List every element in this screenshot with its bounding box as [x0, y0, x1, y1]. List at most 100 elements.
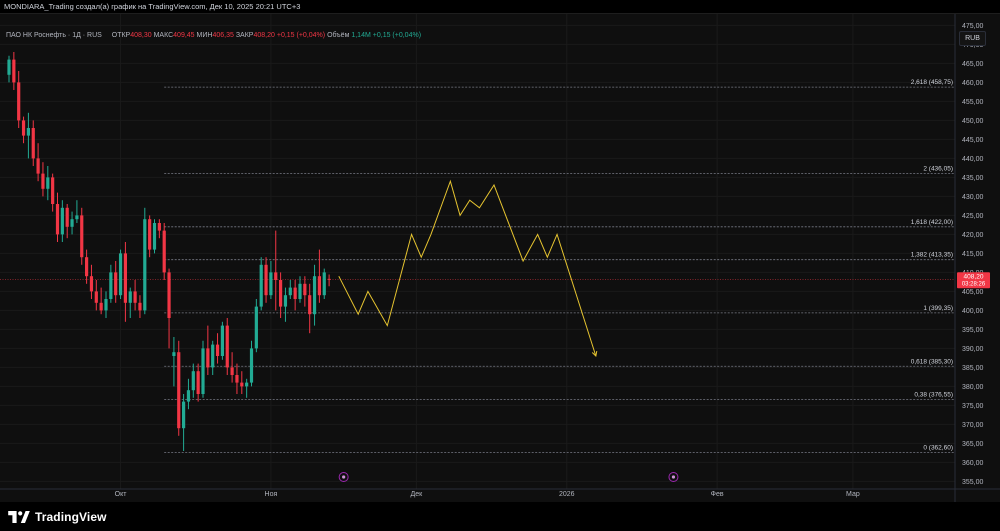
symbol-legend: ПАО НК Роснефть · 1Д · RUS ОТКР408,30 МА…: [6, 32, 421, 39]
currency-button[interactable]: RUB: [959, 31, 986, 46]
candle-body-up: [191, 371, 195, 391]
legend-open-label: ОТКР: [111, 32, 131, 39]
chart-area[interactable]: 355,00 360,00 365,00 370,00 375,00 380,00 385,…: [0, 13, 1000, 503]
candle-body-down: [51, 177, 55, 204]
candle-body-up: [109, 272, 113, 299]
candle-body-down: [177, 352, 181, 429]
y-tick-label: 365,00: [962, 441, 984, 448]
candle-body-down: [196, 371, 200, 394]
candle-body-down: [94, 291, 98, 303]
candle-body-down: [167, 272, 171, 318]
current-price-value: 408,20: [964, 274, 984, 281]
x-tick-label: 2026: [559, 491, 575, 498]
fib-level-label: 2 (436,05): [923, 165, 953, 172]
projection-arrowhead: [591, 350, 598, 357]
x-tick-label: Ноя: [265, 491, 278, 498]
tradingview-logo[interactable]: TradingView: [8, 509, 107, 525]
candle-body-down: [65, 207, 69, 227]
tradingview-logo-text: TradingView: [35, 510, 107, 524]
x-tick-label: Фев: [711, 491, 724, 498]
fib-level-label: 2,618 (458,75): [911, 79, 953, 86]
x-tick-label: Мар: [846, 491, 860, 498]
candle-body-up: [104, 299, 108, 311]
y-tick-label: 440,00: [962, 156, 984, 163]
y-tick-label: 415,00: [962, 251, 984, 258]
y-tick-label: 400,00: [962, 308, 984, 315]
fib-level-label: 0,618 (385,30): [911, 358, 953, 365]
y-tick-label: 465,00: [962, 61, 984, 68]
candle-body-up: [249, 348, 254, 383]
candle-body-down: [148, 219, 152, 250]
candle-body-up: [322, 272, 326, 296]
dividend-icon-dot: [342, 475, 346, 479]
y-tick-label: 375,00: [962, 403, 984, 410]
candle-body-up: [298, 283, 302, 299]
legend-close-label: ЗАКР: [235, 32, 254, 39]
y-tick-label: 390,00: [962, 346, 984, 353]
candle-body-down: [41, 173, 45, 189]
countdown-timer: 03:28:26: [962, 282, 986, 288]
candle-body-up: [75, 215, 79, 220]
legend-open-value: 408,30: [130, 32, 152, 39]
legend-high-label: МАКС: [153, 32, 174, 39]
candle-body-down: [85, 257, 89, 277]
y-tick-label: 425,00: [962, 213, 984, 220]
fib-level-label: 1,618 (422,00): [911, 219, 953, 226]
candle-body-down: [133, 291, 137, 303]
y-tick-label: 380,00: [962, 384, 984, 391]
candle-body-down: [99, 302, 103, 311]
candle-body-down: [230, 367, 234, 375]
candle-body-down: [264, 264, 268, 296]
legend-low-value: 406,35: [212, 32, 234, 39]
y-tick-label: 385,00: [962, 365, 984, 372]
earnings-icon-dot: [671, 475, 676, 479]
candle-body-up: [172, 352, 176, 356]
y-tick-label: 460,00: [962, 80, 984, 87]
candle-body-up: [7, 59, 11, 75]
candle-body-up: [70, 219, 74, 227]
candle-body-down: [89, 276, 94, 292]
x-tick-label: Дек: [411, 491, 424, 498]
candle-body-down: [279, 280, 283, 307]
candle-body-up: [283, 295, 288, 307]
candle-body-up: [128, 291, 132, 303]
candle-body-down: [206, 348, 210, 368]
candle-body-down: [21, 120, 26, 136]
candle-body-down: [317, 276, 321, 296]
candle-body-down: [123, 253, 127, 303]
candle-body-down: [17, 82, 21, 121]
legend-low-label: МИН: [196, 32, 213, 39]
candle-body-down: [293, 287, 297, 299]
legend-close-value: 408,20: [253, 32, 275, 39]
price-chart[interactable]: 355,00 360,00 365,00 370,00 375,00 380,00 385,…: [0, 14, 1000, 503]
candle-body-down: [138, 302, 142, 311]
projection-path: [338, 179, 597, 357]
candle-body-up: [143, 219, 147, 311]
legend-symbol: ПАО НК Роснефть · 1Д · RUS: [6, 32, 102, 39]
fib-level-label: 0,38 (376,55): [914, 392, 953, 399]
dividend-icon: [338, 472, 349, 482]
y-tick-label: 445,00: [962, 137, 984, 144]
candle-body-up: [211, 344, 215, 368]
candle-body-up: [182, 401, 186, 429]
candle-body-down: [36, 158, 40, 174]
candle-body-up: [118, 253, 123, 296]
y-tick-label: 455,00: [962, 99, 984, 106]
candle-body-down: [215, 344, 220, 356]
candle-body-down: [303, 283, 307, 296]
candle-body-up: [60, 207, 64, 235]
candle-body-up: [201, 348, 205, 394]
footer-bar: TradingView: [0, 502, 1000, 531]
legend-change: +0,15 (+0,04%): [276, 32, 326, 39]
candle-body-down: [162, 230, 166, 273]
chart-header: MONDIARA_Trading создал(а) график на Tra…: [0, 0, 1000, 13]
candle-body-up: [46, 177, 50, 189]
candle-body-up: [152, 223, 157, 250]
y-tick-label: 405,00: [962, 289, 984, 296]
current-price-tag: [957, 272, 990, 289]
fib-level-label: 0 (362,60): [923, 445, 953, 452]
y-tick-label: 430,00: [962, 194, 984, 201]
candle-body-down: [12, 59, 16, 83]
candle-body-down: [327, 278, 331, 280]
y-tick-label: 370,00: [962, 422, 984, 429]
